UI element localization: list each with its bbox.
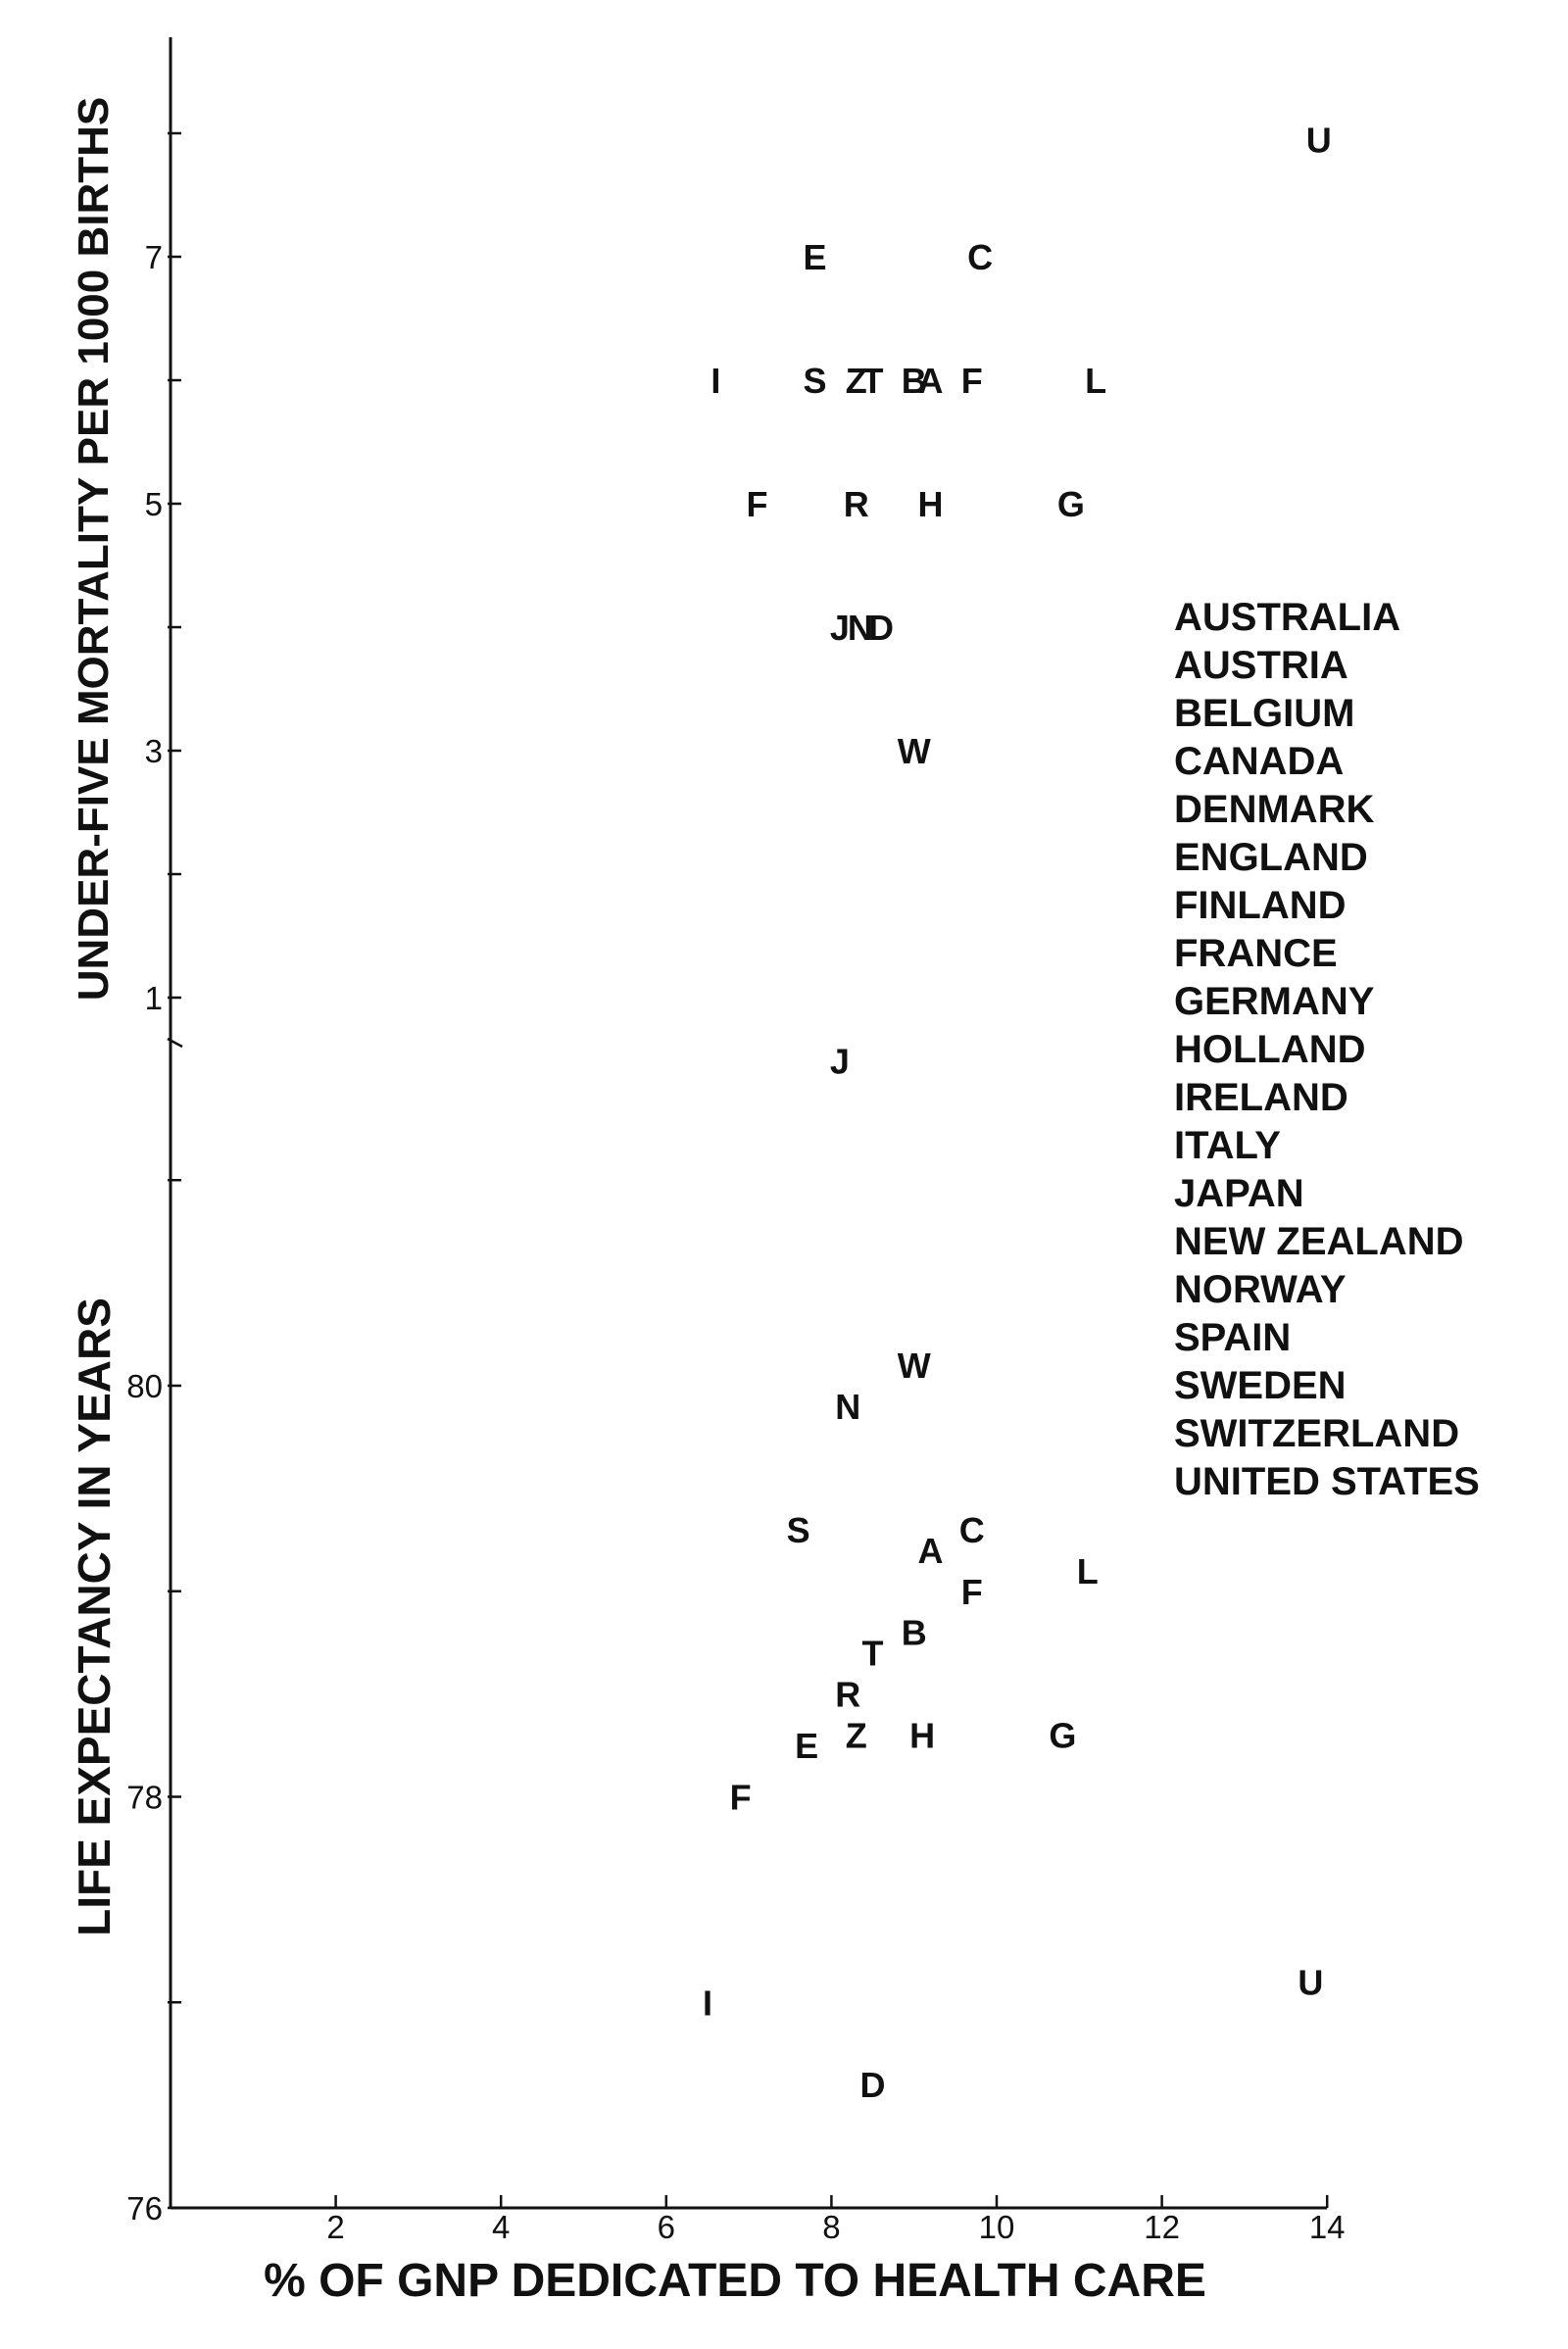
data-point-0-6-T: T <box>862 361 884 401</box>
y-axis-title-life-expectancy: LIFE EXPECTANCY IN YEARS <box>69 1297 120 1936</box>
x-tick-label-4: 4 <box>492 2209 510 2245</box>
data-point-1-2-N: N <box>835 1387 860 1427</box>
data-point-1-11-Z: Z <box>846 1716 867 1756</box>
legend-item-france: FRANCE <box>1174 932 1338 975</box>
legend-item-denmark: DENMARK <box>1174 788 1375 831</box>
legend-item-japan: JAPAN <box>1174 1172 1304 1215</box>
legend-item-holland: HOLLAND <box>1174 1028 1366 1071</box>
legend-item-sweden: SWEDEN <box>1174 1364 1347 1407</box>
chart-ticks: 2 4 6 8 10 12 14 1 3 5 7 76 78 80 <box>126 131 1346 2245</box>
data-point-1-12-H: H <box>909 1716 935 1756</box>
data-point-1-7-F: F <box>961 1572 983 1612</box>
legend-item-germany: GERMANY <box>1174 980 1375 1023</box>
data-point-1-5-A: A <box>918 1531 944 1571</box>
data-point-1-17-I: I <box>703 1982 712 2023</box>
data-point-1-0-J: J <box>830 1042 850 1082</box>
data-point-1-15-F: F <box>730 1778 752 1818</box>
panel-separator <box>167 1037 183 1049</box>
country-legend: AUSTRALIA AUSTRIA BELGIUM CANADA DENMARK ENGL… <box>1174 594 1546 1506</box>
data-point-1-16-U: U <box>1298 1962 1323 2002</box>
x-tick-label-12: 12 <box>1144 2209 1180 2245</box>
y-tick-label-0-1: 1 <box>145 980 163 1016</box>
legend-item-spain: SPAIN <box>1174 1316 1292 1359</box>
data-point-0-5-Z: Z <box>846 361 867 401</box>
data-point-0-18-W: W <box>898 731 931 771</box>
data-point-0-17-D: D <box>868 608 894 648</box>
legend-item-italy: ITALY <box>1174 1124 1281 1167</box>
legend-item-austria: AUSTRIA <box>1174 644 1348 687</box>
data-point-0-9-F: F <box>961 361 983 401</box>
data-point-1-18-D: D <box>860 2065 886 2105</box>
data-point-1-10-R: R <box>835 1675 860 1715</box>
y-tick-label-0-5: 5 <box>145 486 163 522</box>
legend-item-canada: CANADA <box>1174 740 1345 783</box>
data-point-0-10-L: L <box>1085 361 1106 401</box>
y-tick-label-1-76: 76 <box>126 2190 163 2227</box>
data-point-0-13-H: H <box>918 484 944 524</box>
data-point-0-2-C: C <box>967 237 993 277</box>
data-point-1-3-S: S <box>787 1510 810 1550</box>
y-tick-label-0-3: 3 <box>145 733 163 769</box>
legend-item-finland: FINLAND <box>1174 884 1347 927</box>
legend-item-australia: AUSTRALIA <box>1174 596 1401 639</box>
data-point-1-6-L: L <box>1077 1551 1099 1591</box>
legend-item-belgium: BELGIUM <box>1174 692 1355 735</box>
legend-item-switzerland: SWITZERLAND <box>1174 1412 1460 1455</box>
legend-item-england: ENGLAND <box>1174 836 1368 879</box>
data-point-1-13-G: G <box>1049 1716 1076 1756</box>
data-point-0-14-G: G <box>1057 484 1085 524</box>
x-axis-title: % OF GNP DEDICATED TO HEALTH CARE <box>264 2255 1206 2307</box>
data-point-0-16-N: N <box>848 608 873 648</box>
data-point-1-1-W: W <box>898 1346 931 1386</box>
legend-item-united-states: UNITED STATES <box>1174 1460 1480 1503</box>
data-point-0-3-I: I <box>710 361 720 401</box>
data-point-0-15-J: J <box>830 608 850 648</box>
data-point-1-4-C: C <box>959 1510 985 1550</box>
x-tick-label-10: 10 <box>979 2209 1015 2245</box>
legend-item-new-zealand: NEW ZEALAND <box>1174 1220 1464 1263</box>
data-point-0-7-B: B <box>902 361 927 401</box>
y-axis-title-mortality: UNDER-FIVE MORTALITY PER 1000 BIRTHS <box>70 97 118 1002</box>
data-point-0-8-A: A <box>918 361 944 401</box>
chart-axis-titles: UNDER-FIVE MORTALITY PER 1000 BIRTHS LIF… <box>69 97 1206 2307</box>
data-point-0-11-F: F <box>747 484 768 524</box>
data-point-1-14-E: E <box>795 1726 818 1766</box>
data-point-0-4-S: S <box>804 361 827 401</box>
chart-axes <box>167 37 1328 2210</box>
x-tick-label-2: 2 <box>326 2209 344 2245</box>
data-point-1-8-B: B <box>902 1613 927 1653</box>
x-tick-label-14: 14 <box>1309 2209 1346 2245</box>
data-point-1-9-T: T <box>862 1634 884 1674</box>
data-point-0-0-U: U <box>1306 120 1332 160</box>
y-tick-label-1-78: 78 <box>126 1780 163 1816</box>
data-point-0-12-R: R <box>844 484 869 524</box>
x-tick-label-6: 6 <box>658 2209 675 2245</box>
legend-item-ireland: IRELAND <box>1174 1076 1348 1119</box>
data-point-0-1-E: E <box>804 237 827 277</box>
legend-item-norway: NORWAY <box>1174 1268 1347 1311</box>
y-tick-label-1-80: 80 <box>126 1368 163 1404</box>
x-tick-label-8: 8 <box>822 2209 840 2245</box>
y-tick-label-0-7: 7 <box>145 239 163 275</box>
